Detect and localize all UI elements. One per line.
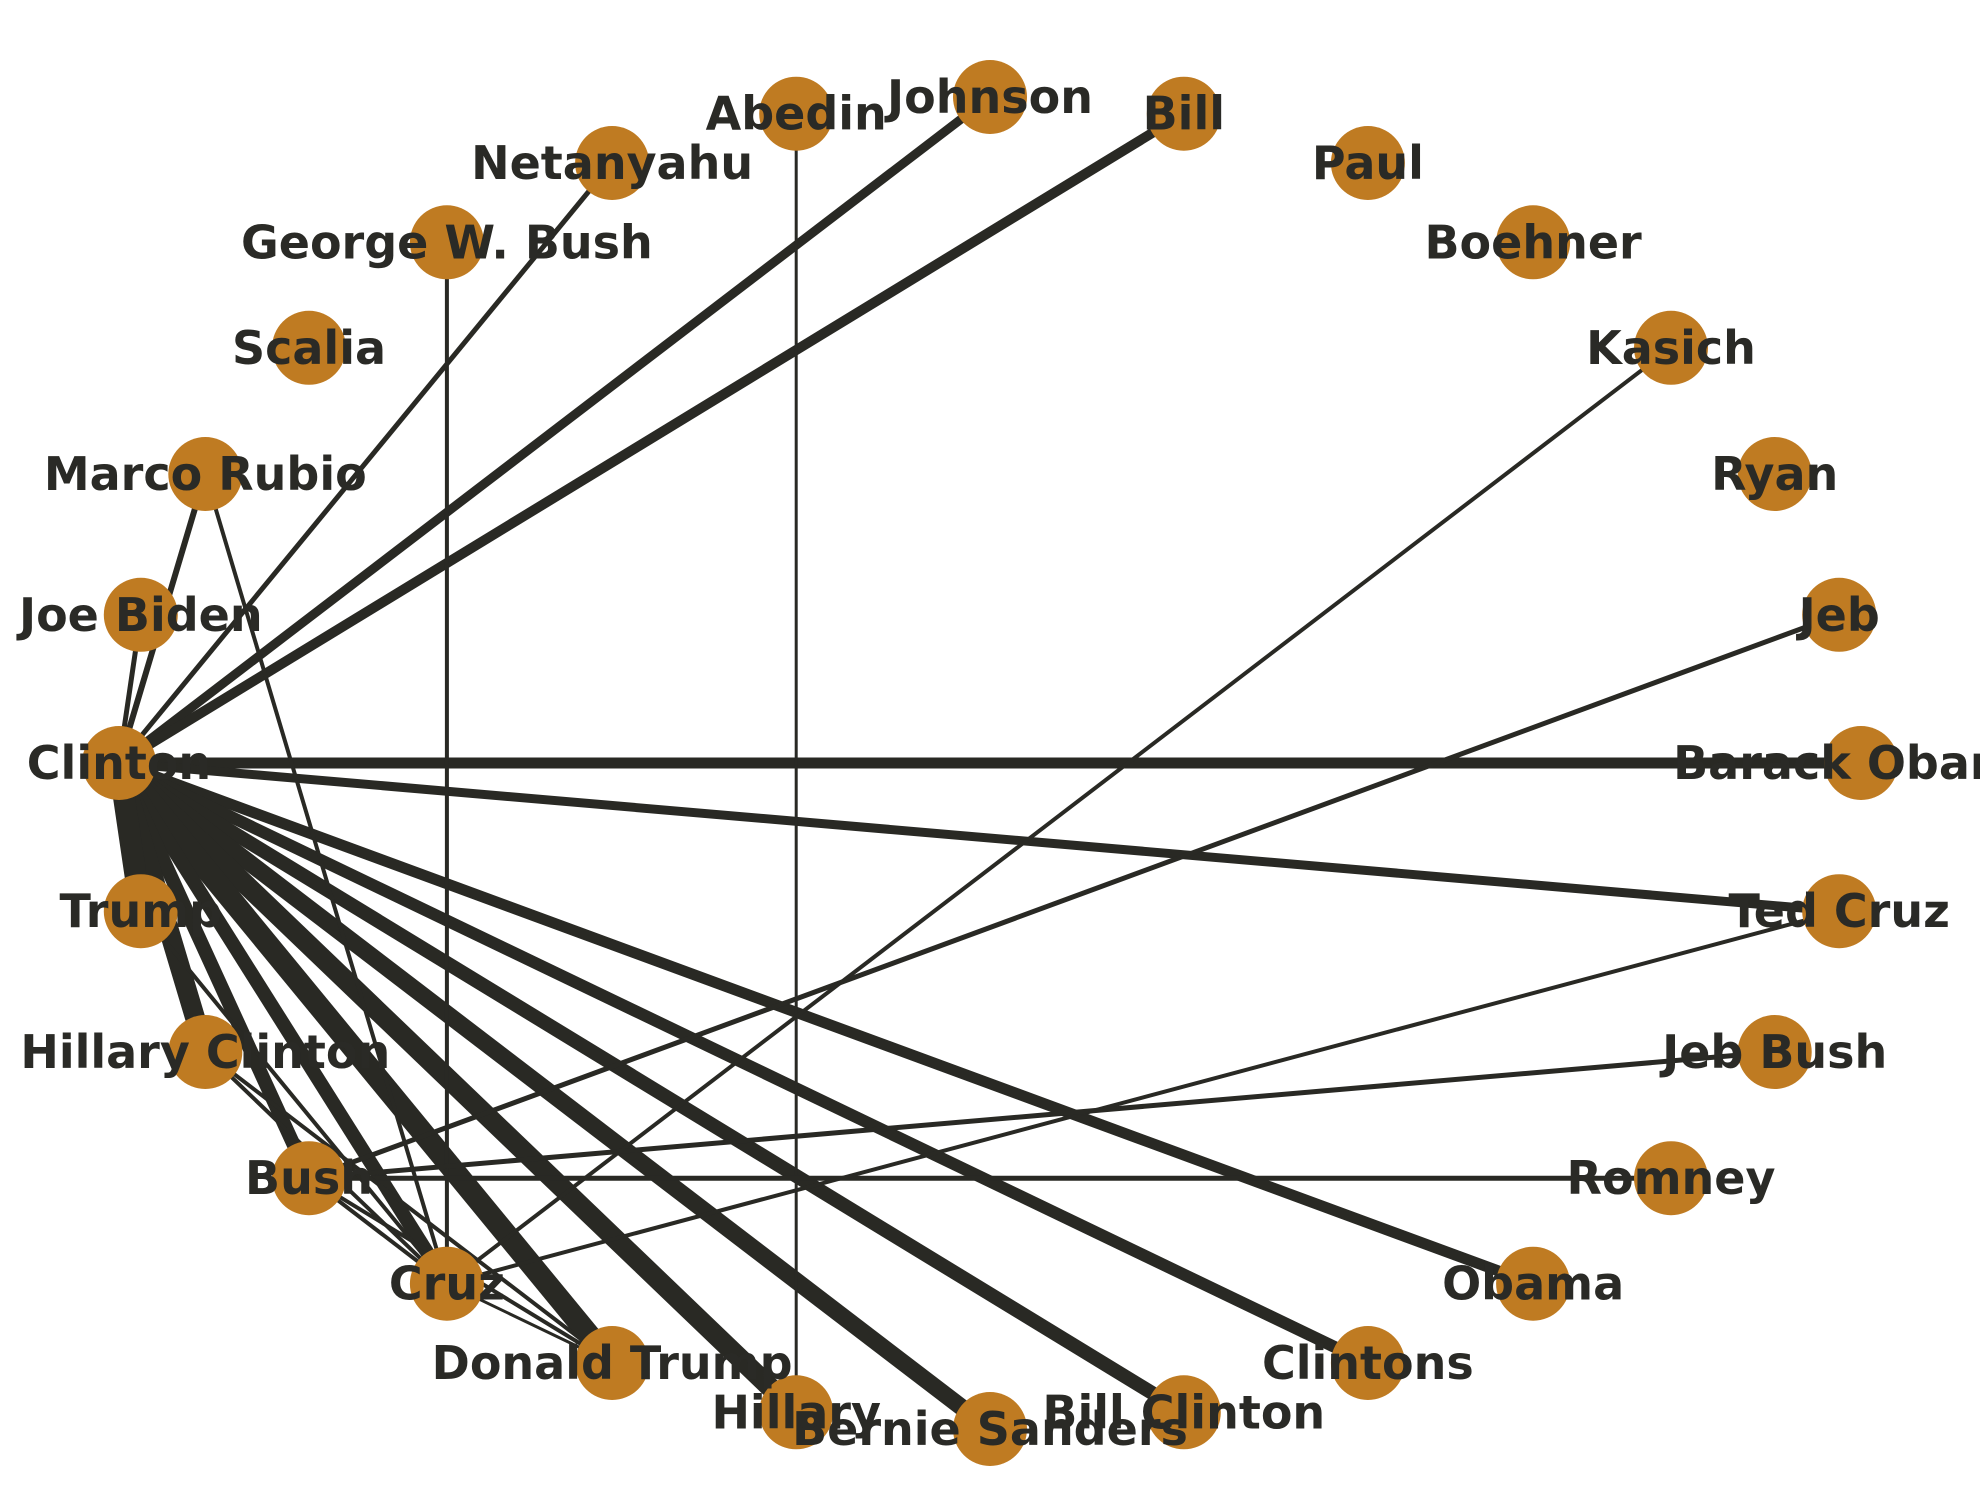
- node-marco-rubio: [168, 437, 243, 511]
- node-label-boehner: Boehner: [1424, 215, 1642, 269]
- node-abedin: [759, 76, 834, 151]
- node-cruz: [409, 1246, 484, 1321]
- node-label-trump: Trump: [59, 884, 222, 938]
- node-label-clintons: Clintons: [1262, 1336, 1474, 1390]
- node-label-kasich: Kasich: [1586, 321, 1756, 375]
- node-romney: [1634, 1141, 1708, 1216]
- node-label-marco-rubio: Marco Rubio: [44, 447, 367, 501]
- node-joe-biden: [103, 577, 178, 652]
- edge-jeb-bush-bush: [308, 1049, 1775, 1181]
- node-label-hillary-clinton: Hillary Clinton: [20, 1025, 390, 1079]
- edge-clinton-johnson: [116, 93, 993, 767]
- node-label-cruz: Cruz: [389, 1257, 505, 1311]
- edge-hillary-clinton-donald-trump: [204, 1050, 614, 1365]
- node-donald-trump: [575, 1326, 650, 1400]
- node-label-barack-obama: Barack Obama: [1673, 736, 1980, 790]
- node-kasich: [1634, 310, 1708, 385]
- node-paul: [1330, 126, 1405, 200]
- edge-trump-cruz: [139, 909, 449, 1285]
- edge-clinton-obama: [117, 757, 1536, 1289]
- edge-layer: [108, 93, 1861, 1436]
- node-bush: [272, 1141, 346, 1216]
- node-boehner: [1496, 205, 1571, 280]
- node-clinton: [82, 726, 156, 800]
- node-label-clinton: Clinton: [27, 736, 211, 790]
- node-label-romney: Romney: [1567, 1151, 1776, 1205]
- edge-clinton-hillary: [112, 755, 804, 1420]
- edge-marco-rubio-cruz: [203, 473, 449, 1285]
- node-label-jeb-bush: Jeb Bush: [1659, 1025, 1887, 1079]
- node-bernie-sanders: [953, 1392, 1027, 1466]
- node-label-abedin: Abedin: [706, 87, 887, 141]
- node-label-joe-biden: Joe Biden: [16, 588, 263, 642]
- label-layer: Clinton Joe Biden Marco Rubio Scalia George …: [16, 70, 1980, 1456]
- node-label-ryan: Ryan: [1711, 447, 1838, 501]
- edge-ted-cruz-cruz: [446, 909, 1840, 1286]
- node-label-bill-clinton: Bill Clinton: [1042, 1385, 1325, 1439]
- node-label-jeb: Jeb: [1796, 588, 1880, 642]
- edge-clinton-ted-cruz: [118, 758, 1840, 916]
- node-label-paul: Paul: [1312, 136, 1424, 190]
- node-label-johnson: Johnson: [884, 70, 1093, 124]
- edge-clinton-bill-clinton: [115, 757, 1188, 1419]
- node-label-donald-trump: Donald Trump: [432, 1336, 793, 1390]
- node-johnson: [953, 60, 1027, 134]
- edge-kasich-cruz: [445, 346, 1673, 1286]
- node-label-bernie-sanders: Bernie Sanders: [792, 1402, 1188, 1456]
- node-label-netanyahu: Netanyahu: [471, 136, 753, 190]
- node-obama: [1496, 1246, 1571, 1321]
- node-bill: [1146, 76, 1221, 151]
- node-jeb: [1802, 577, 1877, 652]
- node-scalia: [272, 310, 346, 385]
- node-label-scalia: Scalia: [232, 321, 386, 375]
- node-label-hillary: Hillary: [711, 1385, 881, 1439]
- node-trump: [103, 874, 178, 949]
- node-jeb-bush: [1737, 1015, 1812, 1089]
- node-hillary: [759, 1375, 834, 1450]
- edge-clinton-bill: [116, 109, 1187, 768]
- node-bill-clinton: [1146, 1375, 1221, 1450]
- edge-clinton-clintons: [116, 757, 1371, 1369]
- node-label-obama: Obama: [1442, 1257, 1624, 1311]
- edge-clinton-bernie-sanders: [113, 756, 996, 1436]
- node-label-bill: Bill: [1143, 87, 1225, 141]
- node-label-bush: Bush: [245, 1151, 373, 1205]
- node-ryan: [1737, 437, 1812, 511]
- edge-jeb-bush: [308, 612, 1841, 1181]
- node-layer: [82, 60, 1898, 1466]
- node-label-george-w-bush: George W. Bush: [241, 215, 653, 269]
- node-netanyahu: [575, 126, 650, 200]
- node-ted-cruz: [1802, 874, 1877, 949]
- edge-clinton-netanyahu: [117, 161, 615, 765]
- node-hillary-clinton: [168, 1015, 243, 1089]
- node-barack-obama: [1824, 726, 1898, 800]
- node-label-ted-cruz: Ted Cruz: [1729, 884, 1950, 938]
- node-george-w-bush: [409, 205, 484, 280]
- node-clintons: [1330, 1326, 1405, 1400]
